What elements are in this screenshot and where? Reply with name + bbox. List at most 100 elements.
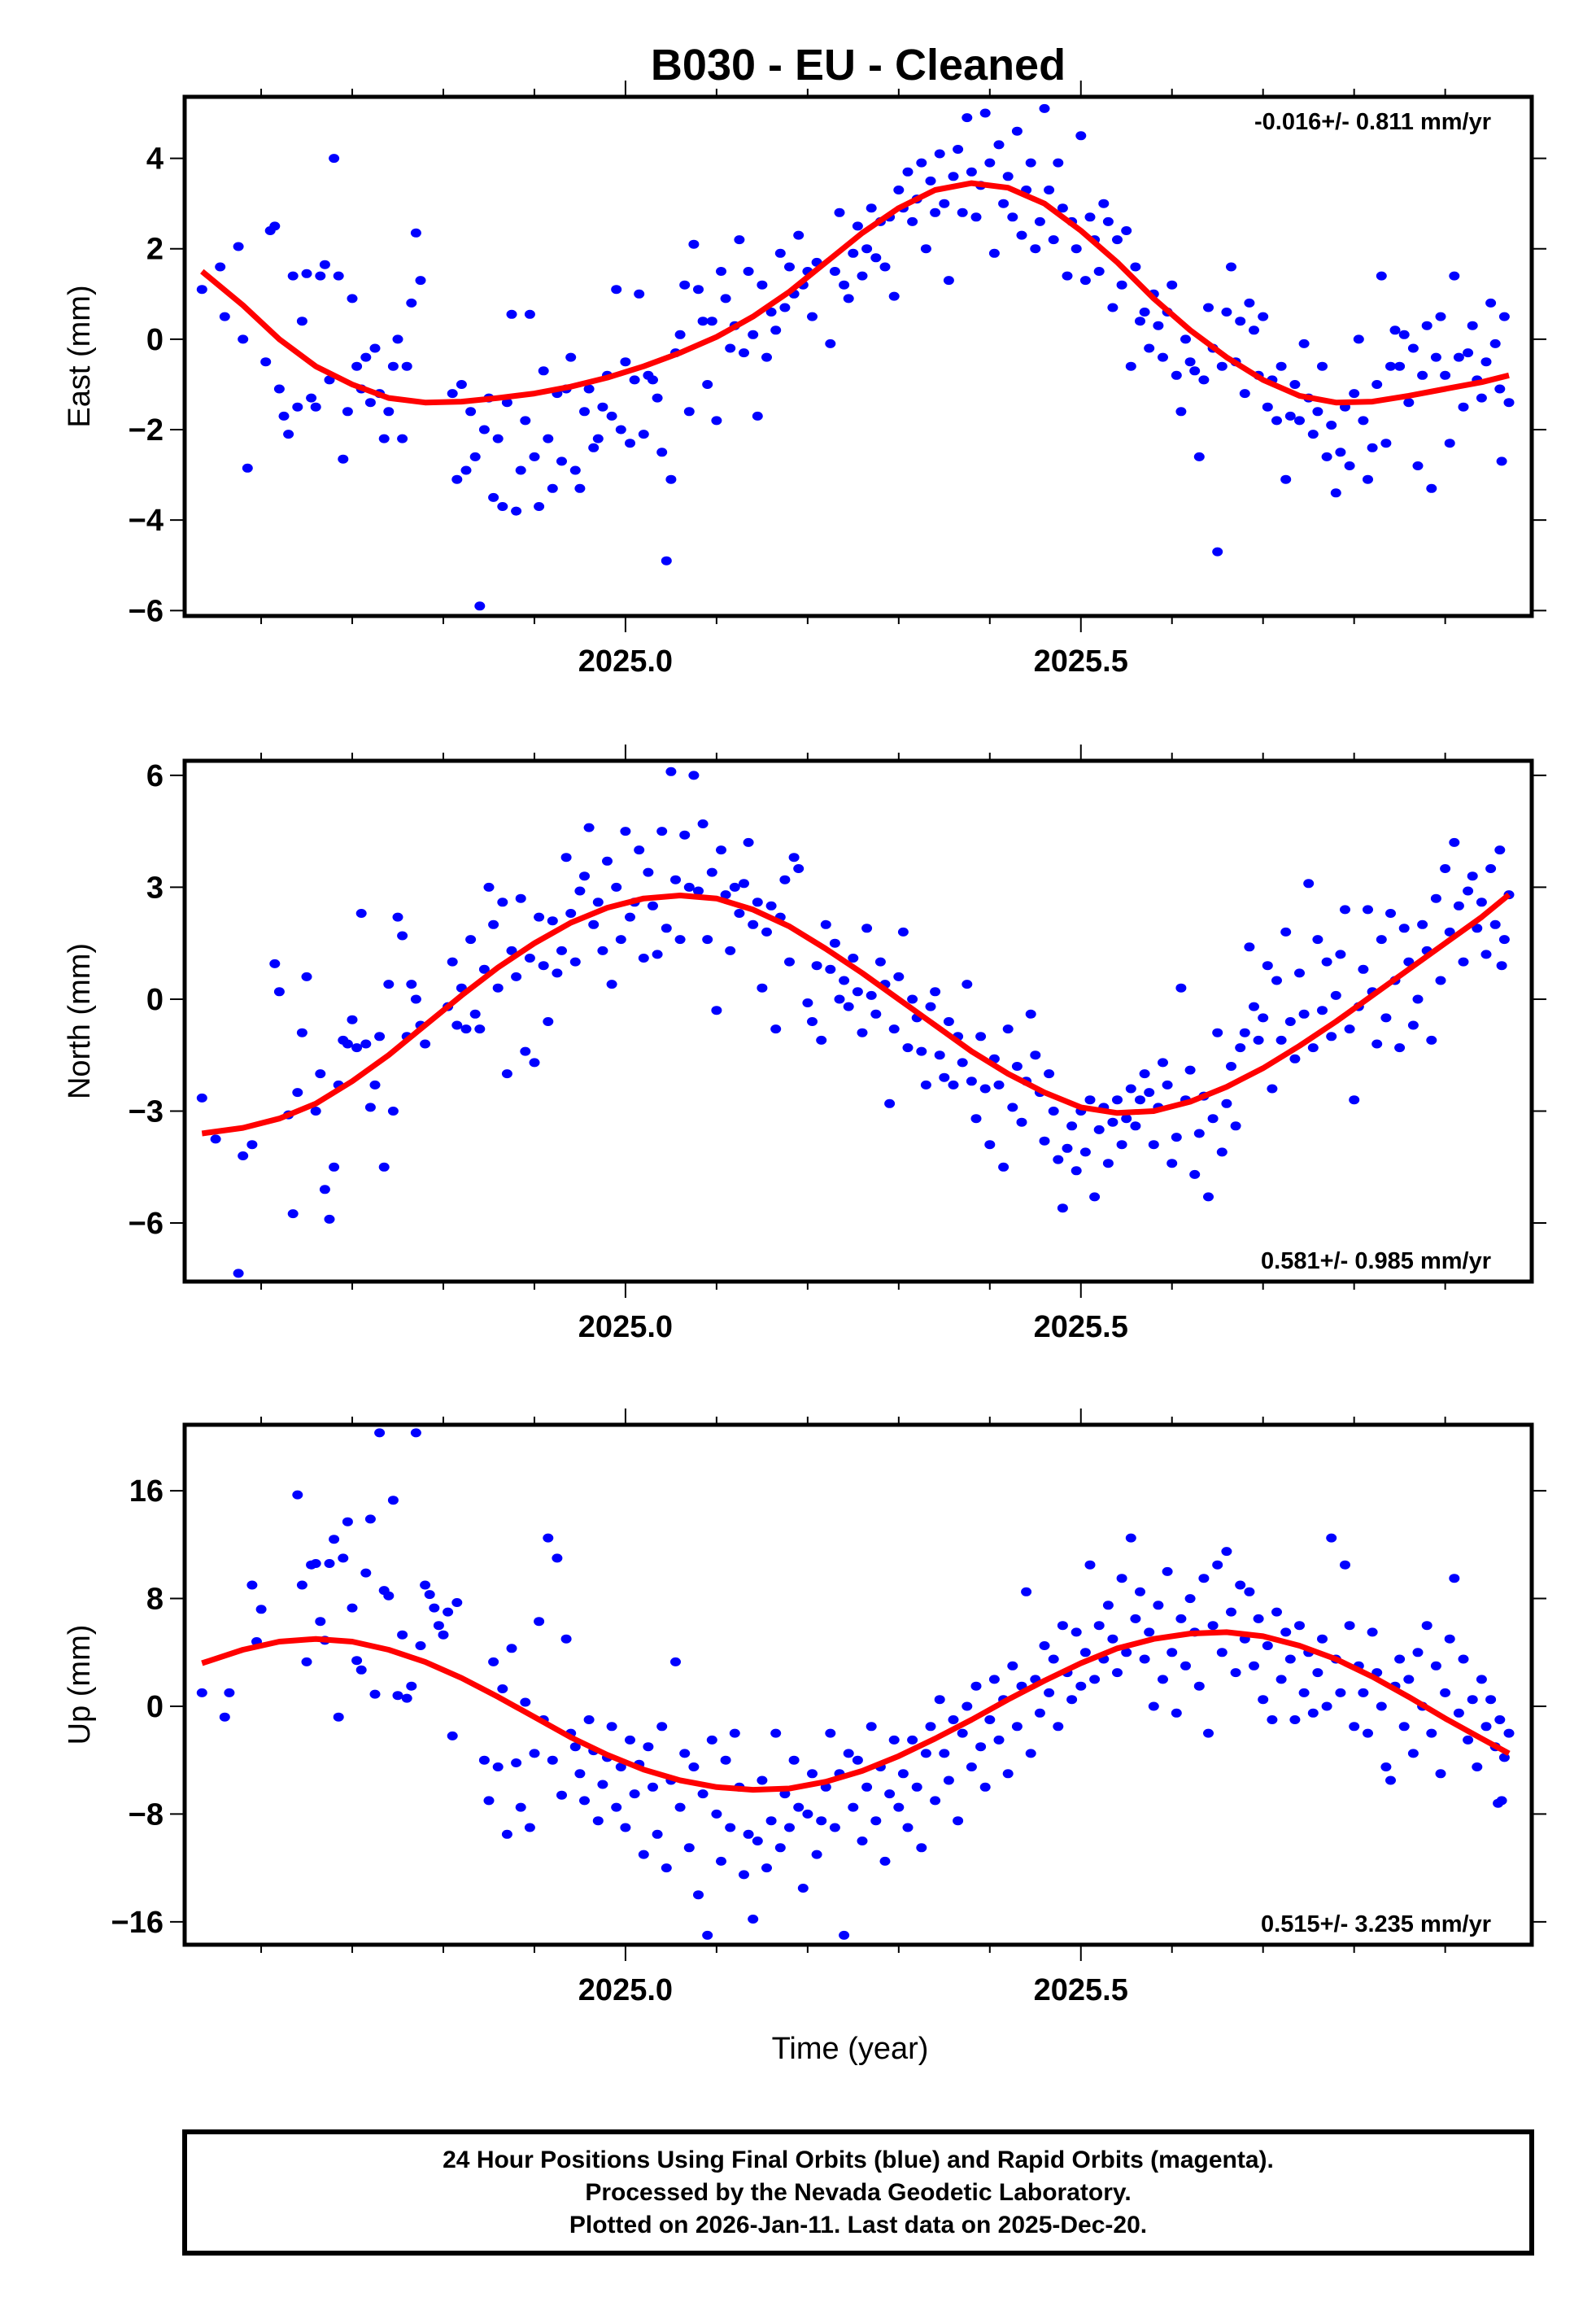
data-point (1367, 1627, 1378, 1637)
data-point (196, 1093, 207, 1103)
data-point (1153, 1601, 1164, 1610)
data-point (661, 1863, 672, 1873)
data-point (374, 1428, 386, 1438)
data-point (569, 1742, 581, 1752)
data-point (1079, 1648, 1091, 1657)
data-point (1039, 1641, 1050, 1650)
data-point (1421, 1621, 1432, 1631)
data-point (1135, 1587, 1145, 1596)
data-point (711, 1006, 722, 1015)
data-point (538, 366, 549, 376)
data-point (1121, 226, 1132, 235)
data-point (506, 946, 517, 955)
data-point (825, 1728, 836, 1738)
data-point (825, 338, 836, 348)
data-point (301, 1657, 312, 1666)
data-point (1180, 334, 1191, 344)
data-point (697, 819, 709, 828)
data-point (1389, 325, 1401, 335)
data-point (834, 994, 845, 1004)
data-point (1284, 1654, 1296, 1664)
data-point (1498, 312, 1510, 321)
data-point (1212, 547, 1223, 557)
data-point (483, 1796, 495, 1806)
data-point (784, 262, 795, 272)
data-point (1489, 919, 1501, 929)
data-point (1193, 1129, 1205, 1138)
data-point (670, 875, 681, 884)
data-point (761, 1863, 772, 1873)
data-point (1071, 1166, 1082, 1176)
data-point (1084, 1095, 1096, 1105)
data-point (1139, 1069, 1150, 1079)
data-point (1275, 361, 1287, 371)
data-point (848, 1802, 859, 1812)
data-point (1244, 298, 1255, 308)
data-point (292, 1088, 303, 1098)
data-point (1371, 1039, 1383, 1049)
data-point (1203, 1192, 1214, 1202)
data-point (893, 186, 905, 194)
data-point (939, 1072, 950, 1082)
data-point (1107, 1117, 1119, 1127)
data-point (483, 882, 495, 892)
y-tick-label: 0 (146, 323, 164, 357)
data-point (588, 919, 600, 929)
data-point (460, 465, 472, 475)
y-tick-label: 0 (146, 983, 164, 1017)
data-point (1262, 402, 1273, 412)
data-point (397, 1630, 408, 1640)
data-point (697, 1789, 709, 1799)
data-point (415, 276, 426, 286)
data-point (1294, 968, 1305, 978)
data-point (342, 1517, 353, 1526)
data-point (839, 976, 850, 985)
data-point (1363, 474, 1373, 484)
data-point (1449, 837, 1460, 847)
data-point (1326, 1032, 1337, 1042)
y-tick-label: 2 (146, 233, 164, 267)
data-point (1007, 1661, 1018, 1671)
data-point (574, 1769, 586, 1779)
data-point (779, 875, 791, 884)
data-point (534, 502, 545, 511)
data-point (975, 1032, 987, 1042)
data-point (1480, 357, 1492, 367)
data-point (725, 1823, 736, 1832)
data-point (1307, 1043, 1319, 1053)
data-point (474, 601, 486, 611)
data-point (451, 1020, 463, 1030)
data-point (583, 1715, 595, 1724)
data-point (360, 352, 372, 362)
data-point (1235, 1043, 1246, 1053)
data-point (556, 1790, 567, 1800)
data-point (1011, 1062, 1023, 1071)
data-point (1221, 1098, 1232, 1108)
x-tick-label: 2025.5 (1034, 1310, 1128, 1344)
data-point (224, 1688, 235, 1697)
data-point (451, 1598, 463, 1607)
data-point (1221, 308, 1232, 317)
data-point (456, 380, 467, 389)
data-point (757, 1775, 768, 1785)
data-point (1435, 312, 1446, 321)
data-point (310, 1559, 321, 1568)
data-point (424, 1590, 435, 1600)
data-point (888, 291, 900, 301)
data-point (706, 867, 717, 877)
data-point (1267, 1084, 1278, 1094)
data-point (1235, 1580, 1246, 1590)
data-point (1458, 957, 1469, 967)
data-point (1093, 267, 1105, 276)
data-point (1071, 1627, 1082, 1637)
data-point (383, 407, 395, 417)
data-point (469, 1009, 481, 1019)
data-point (534, 1617, 545, 1627)
data-point (506, 1644, 517, 1653)
data-point (269, 959, 281, 968)
data-point (278, 411, 290, 421)
data-point (383, 1591, 395, 1601)
data-point (1216, 1648, 1228, 1657)
data-point (930, 1796, 941, 1806)
data-point (1449, 271, 1460, 281)
